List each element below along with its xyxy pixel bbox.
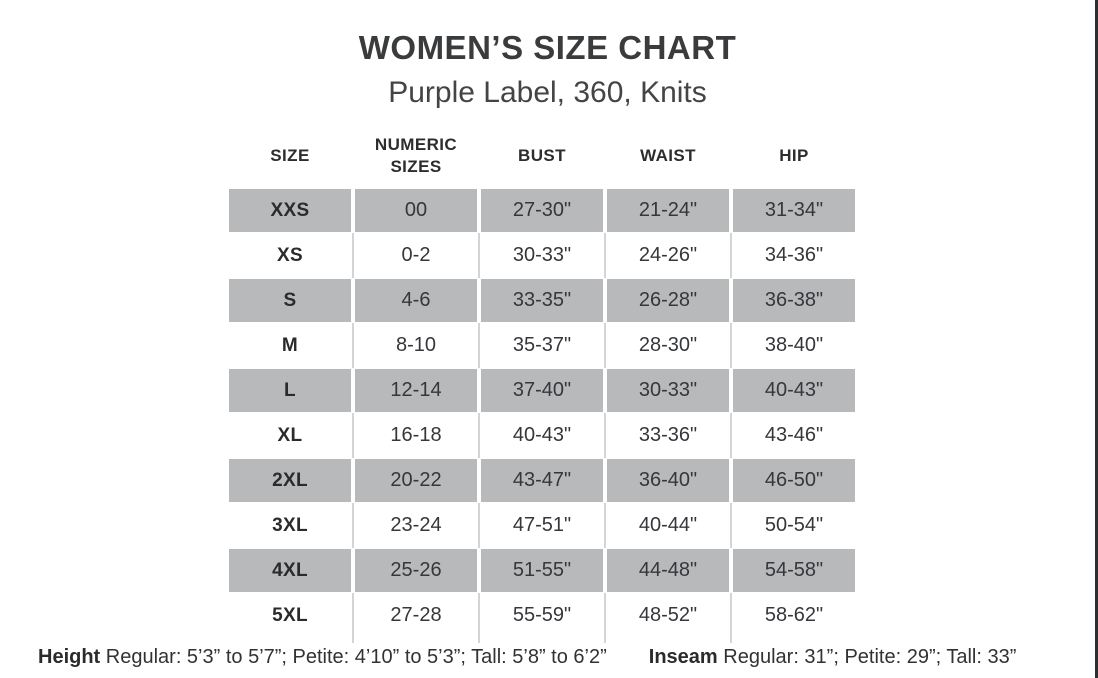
waist-cell: 33-36" (638, 424, 698, 446)
hip-cell: 43-46" (764, 424, 824, 446)
waist-cell: 26-28" (605, 278, 731, 323)
waist-cell: 48-52" (638, 604, 698, 626)
size-table: SIZE NUMERIC SIZES BUST WAIST HIP XXS 00… (227, 124, 857, 643)
size-cell: M (281, 334, 299, 356)
hip-cell: 46-50" (731, 458, 857, 503)
height-text: Regular: 5’3” to 5’7”; Petite: 4’10” to … (100, 646, 607, 668)
bust-cell: 43-47" (479, 458, 605, 503)
size-cell: 4XL (227, 548, 353, 593)
waist-cell: 24-26" (638, 244, 698, 266)
waist-cell: 44-48" (605, 548, 731, 593)
table-body: XXS 00 27-30" 21-24" 31-34" XS 0-2 30-33… (227, 188, 857, 643)
waist-cell: 36-40" (605, 458, 731, 503)
column-divider (604, 188, 606, 643)
waist-cell: 40-44" (638, 514, 698, 536)
page-title: WOMEN’S SIZE CHART (358, 29, 737, 66)
table-row: 5XL 27-28 55-59" 48-52" 58-62" (227, 593, 857, 638)
bust-cell: 33-35" (479, 278, 605, 323)
column-divider (478, 188, 480, 643)
table-row: XXS 00 27-30" 21-24" 31-34" (227, 188, 857, 233)
hip-cell: 40-43" (731, 368, 857, 413)
size-cell: S (227, 278, 353, 323)
column-divider (730, 188, 732, 643)
size-cell: XXS (227, 188, 353, 233)
numeric-cell: 12-14 (353, 368, 479, 413)
column-header-waist: WAIST (640, 145, 696, 165)
size-cell: 3XL (272, 514, 308, 536)
hip-cell: 54-58" (731, 548, 857, 593)
waist-cell: 30-33" (605, 368, 731, 413)
table-row: S 4-6 33-35" 26-28" 36-38" (227, 278, 857, 323)
numeric-cell: 0-2 (401, 244, 431, 266)
hip-cell: 31-34" (731, 188, 857, 233)
inseam-label: Inseam (648, 646, 718, 668)
hip-cell: 36-38" (731, 278, 857, 323)
table-row: XL 16-18 40-43" 33-36" 43-46" (227, 413, 857, 458)
size-cell: XL (277, 424, 303, 446)
hip-cell: 58-62" (764, 604, 824, 626)
bust-cell: 51-55" (479, 548, 605, 593)
column-header-hip: HIP (779, 145, 809, 165)
inseam-text: Regular: 31”; Petite: 29”; Tall: 33” (717, 646, 1017, 668)
bust-cell: 55-59" (512, 604, 572, 626)
page-subtitle: Purple Label, 360, Knits (388, 76, 707, 109)
waist-cell: 21-24" (605, 188, 731, 233)
table-header-row: SIZE NUMERIC SIZES BUST WAIST HIP (227, 124, 857, 188)
size-cell: L (227, 368, 353, 413)
table-row: L 12-14 37-40" 30-33" 40-43" (227, 368, 857, 413)
table-row: 4XL 25-26 51-55" 44-48" 54-58" (227, 548, 857, 593)
table-row: 2XL 20-22 43-47" 36-40" 46-50" (227, 458, 857, 503)
column-header-numeric: NUMERIC SIZES (374, 134, 458, 176)
bust-cell: 30-33" (512, 244, 572, 266)
numeric-cell: 25-26 (353, 548, 479, 593)
column-divider (352, 188, 354, 643)
numeric-cell: 27-28 (390, 604, 442, 626)
numeric-cell: 8-10 (395, 334, 437, 356)
hip-cell: 38-40" (764, 334, 824, 356)
column-header-bust: BUST (518, 145, 566, 165)
measurement-footnote: Height Regular: 5’3” to 5’7”; Petite: 4’… (38, 646, 1016, 669)
hip-cell: 50-54" (764, 514, 824, 536)
numeric-cell: 4-6 (353, 278, 479, 323)
numeric-cell: 00 (353, 188, 479, 233)
table-row: XS 0-2 30-33" 24-26" 34-36" (227, 233, 857, 278)
bust-cell: 35-37" (512, 334, 572, 356)
bust-cell: 37-40" (479, 368, 605, 413)
table-row: 3XL 23-24 47-51" 40-44" 50-54" (227, 503, 857, 548)
height-label: Height (38, 646, 101, 668)
bust-cell: 40-43" (512, 424, 572, 446)
numeric-cell: 20-22 (353, 458, 479, 503)
table-row: M 8-10 35-37" 28-30" 38-40" (227, 323, 857, 368)
size-cell: 5XL (272, 604, 308, 626)
numeric-cell: 23-24 (390, 514, 442, 536)
hip-cell: 34-36" (764, 244, 824, 266)
bust-cell: 27-30" (479, 188, 605, 233)
size-cell: XS (277, 244, 303, 266)
size-cell: 2XL (227, 458, 353, 503)
column-header-size: SIZE (270, 145, 310, 165)
bust-cell: 47-51" (512, 514, 572, 536)
numeric-cell: 16-18 (390, 424, 442, 446)
waist-cell: 28-30" (638, 334, 698, 356)
